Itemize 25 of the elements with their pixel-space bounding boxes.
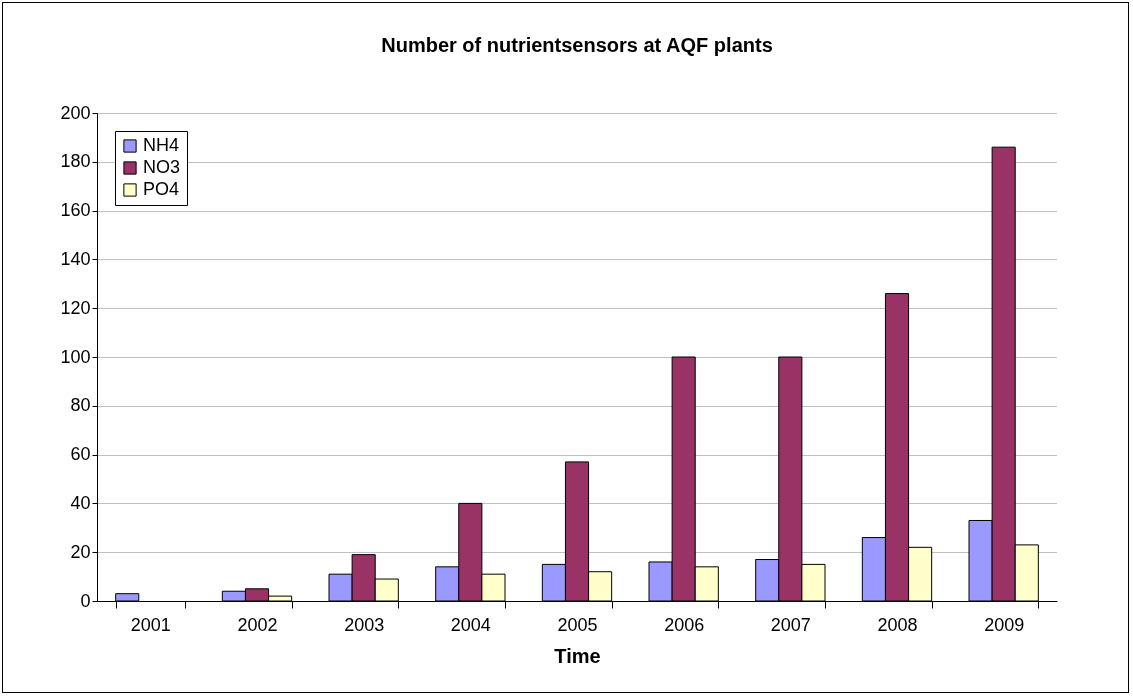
y-tick-label: 0: [80, 590, 91, 611]
y-tick-label: 80: [70, 395, 91, 416]
legend-label: NH4: [143, 135, 180, 155]
y-tick-label: 40: [70, 492, 91, 513]
x-tick-label: 2008: [877, 614, 918, 635]
legend-label: PO4: [143, 179, 180, 199]
x-tick-label: 2005: [557, 614, 598, 635]
y-tick-label: 20: [70, 541, 91, 562]
x-tick-label: 2001: [130, 614, 171, 635]
y-tick-label: 120: [60, 297, 91, 318]
x-tick-label: 2004: [450, 614, 491, 635]
x-tick-label: 2007: [770, 614, 811, 635]
x-tick-label: 2009: [984, 614, 1025, 635]
y-tick-label: 180: [60, 151, 91, 172]
y-tick-label: 100: [60, 346, 91, 367]
y-tick-label: 160: [60, 200, 91, 221]
y-tick-label: 60: [70, 444, 91, 465]
y-tick-label: 140: [60, 248, 91, 269]
x-tick-label: 2002: [237, 614, 278, 635]
x-tick-label: 2003: [344, 614, 385, 635]
y-tick-label: 200: [60, 102, 91, 123]
chart-title: Number of nutrientsensors at AQF plants: [381, 34, 773, 56]
x-axis-title: Time: [554, 644, 601, 667]
legend-label: NO3: [143, 157, 181, 177]
x-tick-label: 2006: [664, 614, 705, 635]
